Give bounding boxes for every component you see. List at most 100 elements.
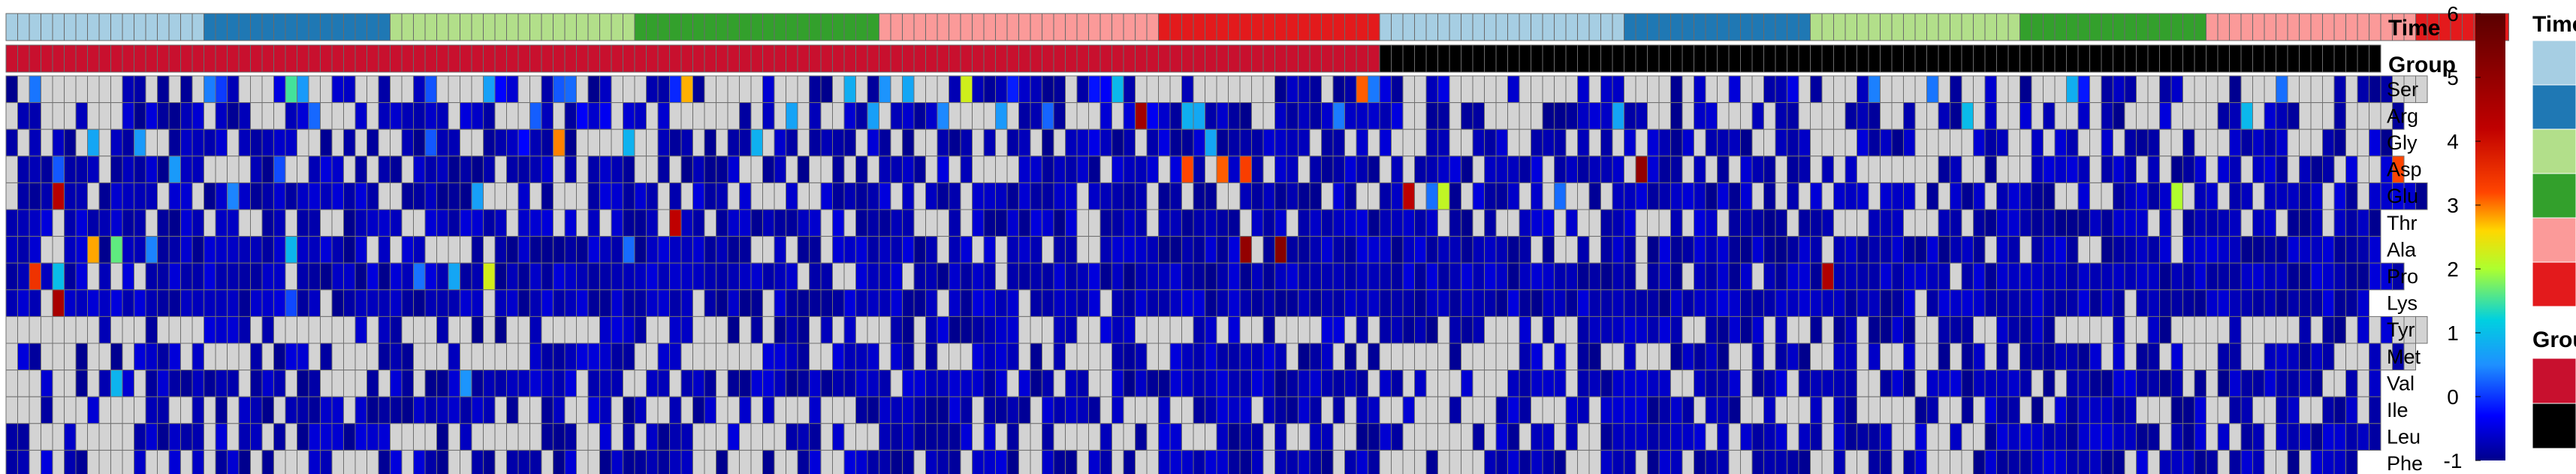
heatmap-cell xyxy=(925,128,938,157)
heatmap-cell xyxy=(1449,343,1461,371)
group-annotation-cell xyxy=(2077,44,2090,73)
heatmap-cell xyxy=(2124,102,2137,130)
heatmap-cell xyxy=(716,449,728,474)
heatmap-cell xyxy=(937,343,949,371)
heatmap-cell xyxy=(1705,182,1718,210)
heatmap-cell xyxy=(1635,343,1648,371)
heatmap-cell xyxy=(1437,449,1450,474)
heatmap-cell xyxy=(1624,423,1636,451)
time-annotation-cell xyxy=(2194,13,2206,41)
heatmap-cell xyxy=(1694,343,1706,371)
heatmap-cell xyxy=(1973,102,1986,130)
heatmap-cell xyxy=(1216,75,1229,104)
heatmap-cell xyxy=(867,236,879,264)
heatmap-cell xyxy=(273,236,286,264)
heatmap-cell xyxy=(1588,343,1601,371)
heatmap-cell xyxy=(227,289,240,317)
time-annotation-cell xyxy=(390,13,403,41)
group-legend-title: Group xyxy=(2532,328,2576,352)
heatmap-cell xyxy=(2276,182,2288,210)
heatmap-cell xyxy=(1647,236,1660,264)
heatmap-cell xyxy=(1588,315,1601,344)
heatmap-cell xyxy=(611,155,623,183)
heatmap-cell xyxy=(1030,449,1042,474)
heatmap-cell xyxy=(1169,102,1182,130)
time-annotation-cell xyxy=(29,13,41,41)
colorbar-tick-label: 2 xyxy=(2447,258,2459,281)
time-annotation-cell xyxy=(576,13,589,41)
heatmap-cell xyxy=(354,343,367,371)
heatmap-cell xyxy=(297,128,309,157)
heatmap-cell xyxy=(285,209,297,237)
heatmap-cell xyxy=(1425,182,1438,210)
heatmap-cell xyxy=(227,209,240,237)
heatmap-cell xyxy=(890,102,903,130)
heatmap-cell xyxy=(2170,343,2183,371)
heatmap-cell xyxy=(2077,262,2090,291)
time-annotation-cell xyxy=(611,13,623,41)
group-annotation-cell xyxy=(1588,44,1601,73)
heatmap-cell xyxy=(517,182,530,210)
heatmap-cell xyxy=(972,423,985,451)
heatmap-cell xyxy=(1298,315,1311,344)
heatmap-cell xyxy=(2136,396,2149,424)
heatmap-cell xyxy=(285,449,297,474)
heatmap-cell xyxy=(1391,449,1404,474)
heatmap-cell xyxy=(1146,449,1159,474)
heatmap-cell xyxy=(1495,423,1508,451)
heatmap-cell xyxy=(460,396,472,424)
heatmap-cell xyxy=(98,128,111,157)
heatmap-cell xyxy=(1798,75,1811,104)
heatmap-cell xyxy=(2264,209,2276,237)
heatmap-cell xyxy=(2276,343,2288,371)
heatmap-cell xyxy=(2159,315,2172,344)
group-annotation-cell xyxy=(98,44,111,73)
time-legend-swatch xyxy=(2532,173,2576,219)
time-annotation-cell xyxy=(1577,13,1590,41)
heatmap-cell xyxy=(2310,423,2323,451)
heatmap-cell xyxy=(1588,209,1601,237)
time-annotation-cell xyxy=(366,13,379,41)
heatmap-cell xyxy=(110,262,123,291)
heatmap-cell xyxy=(2345,262,2358,291)
heatmap-cell xyxy=(1332,315,1345,344)
group-annotation-bar xyxy=(5,44,2381,73)
heatmap-cell xyxy=(1298,343,1311,371)
heatmap-cell xyxy=(2229,236,2242,264)
heatmap-cell xyxy=(2310,289,2323,317)
heatmap-cell xyxy=(250,289,263,317)
heatmap-cell xyxy=(1053,209,1066,237)
heatmap-cell xyxy=(1461,182,1474,210)
heatmap-cell xyxy=(1414,370,1427,397)
heatmap-cell xyxy=(98,423,111,451)
heatmap-cell xyxy=(1425,396,1438,424)
heatmap-cell xyxy=(2147,102,2160,130)
heatmap-cell xyxy=(2089,75,2102,104)
heatmap-cell xyxy=(2357,236,2369,264)
heatmap-cell xyxy=(762,128,775,157)
heatmap-cell xyxy=(1484,343,1497,371)
heatmap-cell xyxy=(250,315,263,344)
heatmap-cell xyxy=(2240,449,2253,474)
heatmap-cell xyxy=(1577,75,1590,104)
heatmap-cell xyxy=(1298,396,1311,424)
row-label: Leu xyxy=(2387,426,2421,448)
heatmap-cell xyxy=(1740,102,1753,130)
time-annotation-cell xyxy=(2276,13,2288,41)
heatmap-cell xyxy=(2124,449,2137,474)
heatmap-cell xyxy=(867,128,879,157)
time-annotation-cell xyxy=(2066,13,2079,41)
heatmap-cell xyxy=(1262,75,1275,104)
heatmap-cell xyxy=(354,289,367,317)
heatmap-cell xyxy=(750,370,763,397)
heatmap-cell xyxy=(1309,449,1322,474)
heatmap-cell xyxy=(2101,236,2113,264)
heatmap-cell xyxy=(378,289,391,317)
heatmap-cell xyxy=(774,423,786,451)
heatmap-cell xyxy=(1717,423,1730,451)
heatmap-cell xyxy=(366,396,379,424)
heatmap-cell xyxy=(646,423,659,451)
heatmap-cell xyxy=(2182,370,2195,397)
heatmap-cell xyxy=(75,209,88,237)
heatmap-cell xyxy=(2182,315,2195,344)
